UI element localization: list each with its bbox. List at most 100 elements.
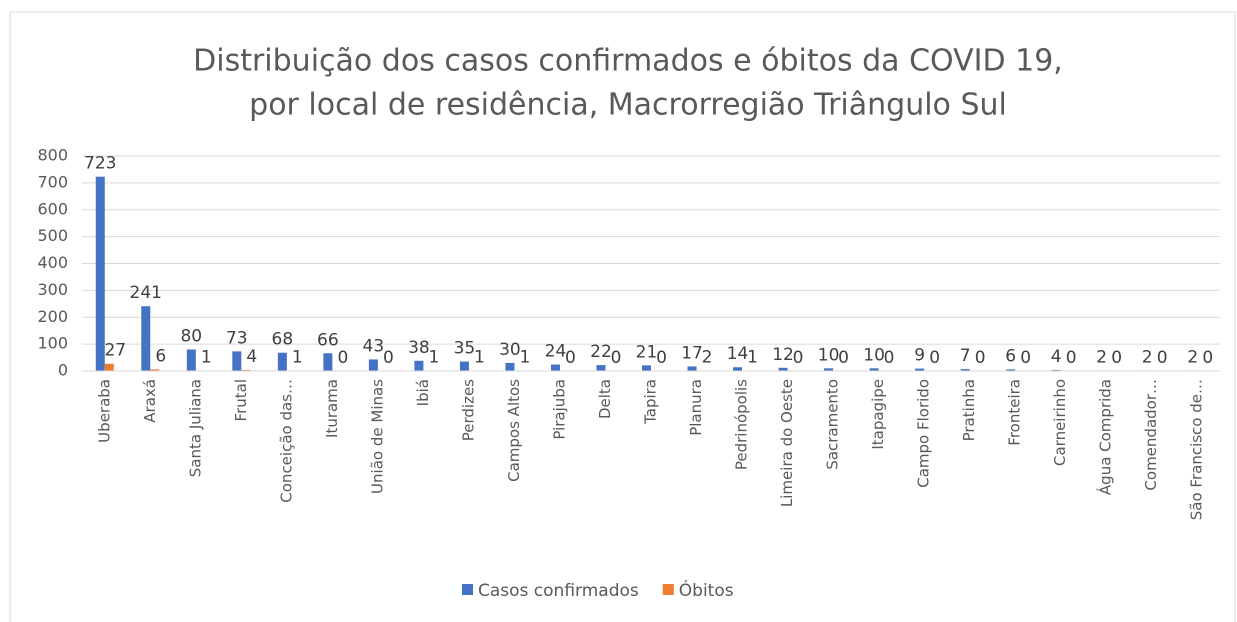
data-label: 35 [454,339,476,359]
x-tick-label: Água Comprida [1096,379,1115,495]
data-label: 2 [1187,347,1198,367]
x-tick-label: Comendador… [1142,379,1160,491]
x-tick-label: Sacramento [824,379,842,470]
bar [960,369,970,371]
data-label: 14 [727,344,749,364]
data-label: 2 [1142,347,1153,367]
x-tick-label: Campo Florido [915,379,933,488]
y-tick-label: 0 [58,361,68,380]
y-tick-label: 300 [37,280,68,299]
data-label: 10 [818,345,840,365]
x-tick-label: Fronteira [1006,379,1024,446]
data-label: 0 [838,348,849,368]
bar [323,353,333,371]
bar [414,360,424,371]
data-label: 0 [793,348,804,368]
data-label: 7 [960,346,971,366]
chart-title: por local de residência, Macrorregião Tr… [249,88,1007,123]
bar [277,352,287,371]
data-label: 80 [180,327,202,347]
data-label: 12 [772,345,794,365]
data-label: 6 [1005,346,1016,366]
data-label: 10 [863,345,885,365]
x-tick-label: Santa Juliana [186,379,204,477]
data-label: 1 [747,348,758,368]
x-tick-label: Campos Altos [505,379,523,482]
bar [778,367,788,371]
bar [1051,369,1061,371]
legend-label: Óbitos [679,579,734,601]
data-label: 2 [1096,347,1107,367]
data-label: 0 [1111,348,1122,368]
y-tick-label: 500 [37,226,68,245]
data-label: 0 [565,348,576,368]
data-label: 17 [681,343,703,363]
data-label: 9 [914,346,925,366]
bar [869,368,879,371]
bar [505,362,515,371]
data-label: 0 [1157,348,1168,368]
x-tick-label: São Francisco de… [1188,379,1206,520]
x-tick-label: Araxá [141,379,159,423]
bar [550,364,560,371]
x-tick-label: Conceição das… [277,379,295,503]
bar [241,369,251,371]
data-label: 22 [590,342,612,362]
y-tick-label: 200 [37,307,68,326]
data-label: 0 [383,348,394,368]
bar [232,351,242,371]
data-label: 24 [545,342,567,362]
data-label: 2 [702,347,713,367]
data-label: 0 [929,348,940,368]
bar [596,365,606,371]
data-label: 4 [246,347,257,367]
x-tick-label: Iturama [323,379,341,438]
chart-title: Distribuição dos casos confirmados e óbi… [193,44,1063,79]
x-tick-label: Pratinha [960,379,978,441]
data-label: 0 [1066,348,1077,368]
x-tick-label: Carneirinho [1051,379,1069,466]
data-label: 0 [1020,348,1031,368]
data-label: 1 [428,348,439,368]
bar [104,363,114,371]
data-label: 21 [636,342,658,362]
data-label: 0 [884,348,895,368]
data-label: 73 [226,328,248,348]
bar [915,368,925,371]
data-label: 0 [337,348,348,368]
legend-swatch [462,584,473,595]
y-tick-label: 600 [37,199,68,218]
y-tick-label: 800 [37,146,68,165]
x-tick-label: Ibiá [414,379,432,406]
data-label: 43 [363,336,385,356]
data-label: 6 [155,346,166,366]
bar [150,369,160,371]
data-label: 1 [201,348,212,368]
x-tick-label: Pedrinópolis [733,379,751,470]
bar [687,366,697,371]
bar [733,367,743,371]
x-tick-label: Planura [687,379,705,436]
data-label: 1 [292,348,303,368]
x-tick-label: Perdizes [459,379,477,441]
bar [1006,369,1016,371]
bar [95,176,105,371]
y-tick-label: 400 [37,253,68,272]
x-tick-label: Frutal [232,379,250,421]
legend-label: Casos confirmados [478,581,639,601]
data-label: 0 [1202,348,1213,368]
x-tick-label: Uberaba [95,379,113,443]
data-label: 0 [656,348,667,368]
legend-swatch [662,584,674,595]
y-tick-label: 700 [37,172,68,191]
data-label: 0 [611,348,622,368]
data-label: 0 [975,348,986,368]
bar [642,365,651,371]
x-tick-label: Itapagipe [869,379,887,450]
bar [459,361,469,371]
data-label: 241 [130,283,162,303]
bar [824,368,834,371]
bar [368,359,378,371]
bar [141,306,151,371]
